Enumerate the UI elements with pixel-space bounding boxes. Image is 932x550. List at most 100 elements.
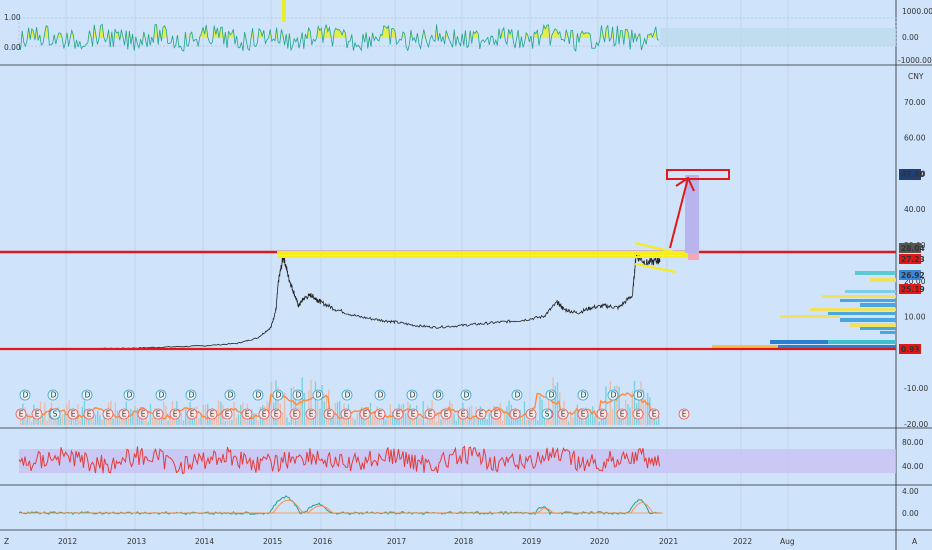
price-tag-support: 0.93 — [899, 344, 921, 354]
price-axis-tick-3: 40.00 — [904, 205, 926, 214]
dividend-marker-3[interactable]: D — [123, 389, 135, 401]
time-axis-label-Aug: Aug — [780, 537, 795, 546]
svg-text:D: D — [378, 391, 384, 400]
dividend-marker-18[interactable]: D — [577, 389, 589, 401]
earnings-marker-28[interactable]: E — [490, 408, 502, 420]
earnings-marker-5[interactable]: E — [102, 408, 114, 420]
dividend-marker-16[interactable]: D — [511, 389, 523, 401]
svg-text:E: E — [428, 410, 433, 419]
dividend-marker-6[interactable]: D — [224, 389, 236, 401]
earnings-marker-30[interactable]: E — [525, 408, 537, 420]
earnings-marker-7[interactable]: E — [137, 408, 149, 420]
svg-text:D: D — [256, 391, 262, 400]
earnings-marker-13[interactable]: E — [241, 408, 253, 420]
svg-text:D: D — [127, 391, 133, 400]
svg-text:E: E — [327, 410, 332, 419]
price-line — [18, 253, 661, 350]
earnings-marker-9[interactable]: E — [169, 408, 181, 420]
svg-text:25.19: 25.19 — [901, 285, 925, 294]
earnings-marker-15[interactable]: E — [270, 408, 282, 420]
volume-profile — [712, 271, 896, 349]
time-axis-label-2016: 2016 — [313, 537, 332, 546]
dividend-marker-10[interactable]: D — [312, 389, 324, 401]
earnings-marker-32[interactable]: E — [557, 408, 569, 420]
svg-text:D: D — [410, 391, 416, 400]
earnings-marker-36[interactable]: E — [632, 408, 644, 420]
earnings-marker-16[interactable]: E — [289, 408, 301, 420]
dividend-marker-1[interactable]: D — [47, 389, 59, 401]
earnings-marker-33[interactable]: E — [577, 408, 589, 420]
osc-right-label-neg1000: -1000.00 — [898, 56, 932, 65]
price-axis-tick-8: -20.00 — [904, 420, 928, 429]
triangle-pattern — [634, 241, 691, 274]
dividend-marker-13[interactable]: D — [406, 389, 418, 401]
svg-text:E: E — [444, 410, 449, 419]
dividend-marker-7[interactable]: D — [252, 389, 264, 401]
svg-text:E: E — [225, 410, 230, 419]
svg-text:E: E — [210, 410, 215, 419]
svg-text:E: E — [652, 410, 657, 419]
dividend-marker-17[interactable]: D — [545, 389, 557, 401]
svg-text:D: D — [464, 391, 470, 400]
earnings-marker-23[interactable]: E — [407, 408, 419, 420]
earnings-marker-14[interactable]: E — [258, 408, 270, 420]
earnings-marker-0[interactable]: E — [15, 408, 27, 420]
oscillator-future-band — [660, 28, 896, 46]
time-axis-label-2018: 2018 — [454, 537, 473, 546]
earnings-marker-22[interactable]: E — [392, 408, 404, 420]
time-axis-label-2014: 2014 — [195, 537, 214, 546]
price-panel: CNY 70.0060.0050.0040.0030.0020.0010.00-… — [0, 72, 928, 429]
dividend-marker-20[interactable]: D — [633, 389, 645, 401]
earnings-marker-19[interactable]: E — [340, 408, 352, 420]
earnings-marker-10[interactable]: E — [186, 408, 198, 420]
earnings-marker-1[interactable]: E — [31, 408, 43, 420]
earnings-marker-20[interactable]: E — [359, 408, 371, 420]
dividend-marker-15[interactable]: D — [460, 389, 472, 401]
price-tag-low: 25.19 — [899, 284, 925, 294]
dividend-marker-19[interactable]: D — [607, 389, 619, 401]
dividend-marker-5[interactable]: D — [185, 389, 197, 401]
earnings-marker-21[interactable]: E — [374, 408, 386, 420]
earnings-marker-25[interactable]: E — [440, 408, 452, 420]
earnings-marker-37[interactable]: E — [648, 408, 660, 420]
svg-text:D: D — [276, 391, 282, 400]
earnings-marker-4[interactable]: E — [83, 408, 95, 420]
time-axis[interactable]: 2012 2013 2014 2015 2016 2017 2018 2019 2020 2021… — [58, 537, 795, 546]
earnings-marker-3[interactable]: E — [67, 408, 79, 420]
price-tag-resistance: 28.04 — [899, 243, 925, 253]
earnings-marker-18[interactable]: E — [323, 408, 335, 420]
earnings-marker-11[interactable]: E — [206, 408, 218, 420]
price-tag-close: 27.23 — [899, 254, 925, 264]
earnings-marker-27[interactable]: E — [475, 408, 487, 420]
earnings-marker-24[interactable]: E — [424, 408, 436, 420]
rsi-panel: 80.00 40.00 — [18, 438, 924, 475]
earnings-marker-17[interactable]: E — [305, 408, 317, 420]
earnings-marker-6[interactable]: E — [118, 408, 130, 420]
event-markers[interactable]: EEEEEEEEEEEEEEEEEEEEEEEEEEEEEEEEEEEEEEED… — [15, 389, 690, 420]
svg-text:E: E — [479, 410, 484, 419]
dividend-marker-9[interactable]: D — [292, 389, 304, 401]
earnings-marker-35[interactable]: E — [616, 408, 628, 420]
dividend-marker-0[interactable]: D — [19, 389, 31, 401]
split-marker-0[interactable]: S — [49, 408, 61, 420]
dividend-marker-14[interactable]: D — [432, 389, 444, 401]
top-oscillator-panel: 1.00 0.00 1000.00 0.00 -1000.00 — [4, 0, 932, 65]
split-marker-1[interactable]: S — [541, 408, 553, 420]
svg-text:E: E — [561, 410, 566, 419]
dividend-marker-2[interactable]: D — [81, 389, 93, 401]
earnings-marker-12[interactable]: E — [221, 408, 233, 420]
earnings-marker-38[interactable]: E — [678, 408, 690, 420]
earnings-marker-29[interactable]: E — [509, 408, 521, 420]
dividend-marker-11[interactable]: D — [341, 389, 353, 401]
osc-right-label-0: 0.00 — [902, 33, 919, 42]
dividend-marker-4[interactable]: D — [155, 389, 167, 401]
dividend-marker-12[interactable]: D — [374, 389, 386, 401]
earnings-marker-34[interactable]: E — [596, 408, 608, 420]
osc2-label-4: 4.00 — [902, 487, 919, 496]
svg-text:D: D — [23, 391, 29, 400]
dividend-marker-8[interactable]: D — [272, 389, 284, 401]
earnings-marker-26[interactable]: E — [457, 408, 469, 420]
earnings-marker-8[interactable]: E — [152, 408, 164, 420]
